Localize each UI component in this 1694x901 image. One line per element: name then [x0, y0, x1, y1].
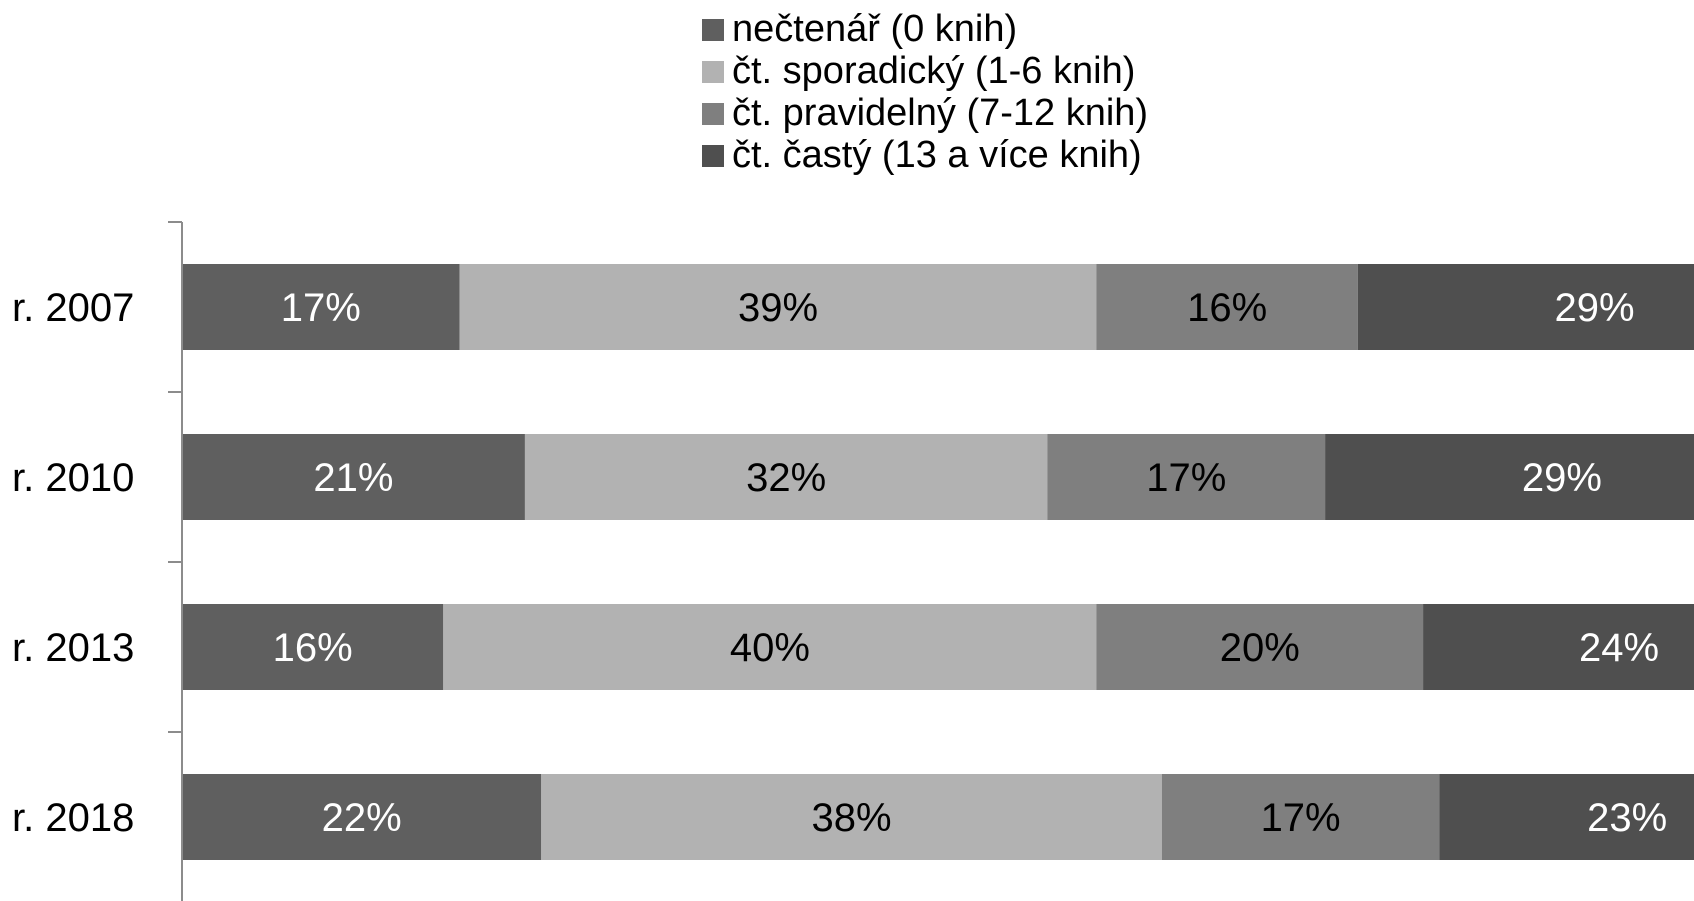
legend-label: čt. pravidelný (7-12 knih): [732, 92, 1148, 134]
bar-segment: [1357, 264, 1694, 350]
bar-segment: [1161, 774, 1440, 860]
data-label: 40%: [730, 626, 810, 670]
bar-segment: [541, 774, 1162, 860]
category-label: r. 2010: [12, 456, 134, 500]
bar-segment: [182, 434, 525, 520]
bar-segment: [1047, 434, 1326, 520]
legend: nečtenář (0 knih)čt. sporadický (1-6 kni…: [702, 8, 1148, 176]
data-label: 24%: [1579, 626, 1659, 670]
bar-segment: [1439, 774, 1694, 860]
legend-label: nečtenář (0 knih): [732, 8, 1017, 50]
category-label: r. 2013: [12, 626, 134, 670]
data-label: 23%: [1587, 796, 1667, 840]
data-label: 32%: [746, 456, 826, 500]
legend-label: čt. sporadický (1-6 knih): [732, 50, 1135, 92]
data-label: 17%: [1146, 456, 1226, 500]
data-label: 29%: [1555, 286, 1635, 330]
data-label: 16%: [1187, 286, 1267, 330]
bar-segment: [182, 264, 460, 350]
bar-segment: [524, 434, 1048, 520]
bar-segment: [1423, 604, 1694, 690]
data-label: 21%: [313, 456, 393, 500]
legend-label: čt. častý (13 a více knih): [732, 134, 1142, 176]
data-label: 39%: [738, 286, 818, 330]
data-label: 22%: [322, 796, 402, 840]
legend-swatch: [702, 145, 724, 167]
bar-segment: [443, 604, 1097, 690]
bar-segment: [182, 774, 542, 860]
bar-segment: [1096, 264, 1358, 350]
data-label: 16%: [273, 626, 353, 670]
data-label: 20%: [1220, 626, 1300, 670]
data-label: 29%: [1522, 456, 1602, 500]
bar-segment: [1325, 434, 1694, 520]
category-axis: r. 2007 r. 2010 r. 2013 r. 2018: [12, 221, 183, 901]
bar-segment: [182, 604, 444, 690]
category-label: r. 2018: [12, 796, 134, 840]
bars: 17% 39% 16% 29% 21% 32% 17% 29% 16% 40% 20% 24% 22% 3…: [182, 264, 1694, 860]
data-label: 17%: [281, 286, 361, 330]
legend-swatch: [702, 61, 724, 83]
legend-swatch: [702, 103, 724, 125]
legend-swatch: [702, 19, 724, 41]
category-label: r. 2007: [12, 286, 134, 330]
bar-segment: [459, 264, 1097, 350]
data-label: 17%: [1261, 796, 1341, 840]
bar-segment: [1096, 604, 1424, 690]
data-label: 38%: [811, 796, 891, 840]
